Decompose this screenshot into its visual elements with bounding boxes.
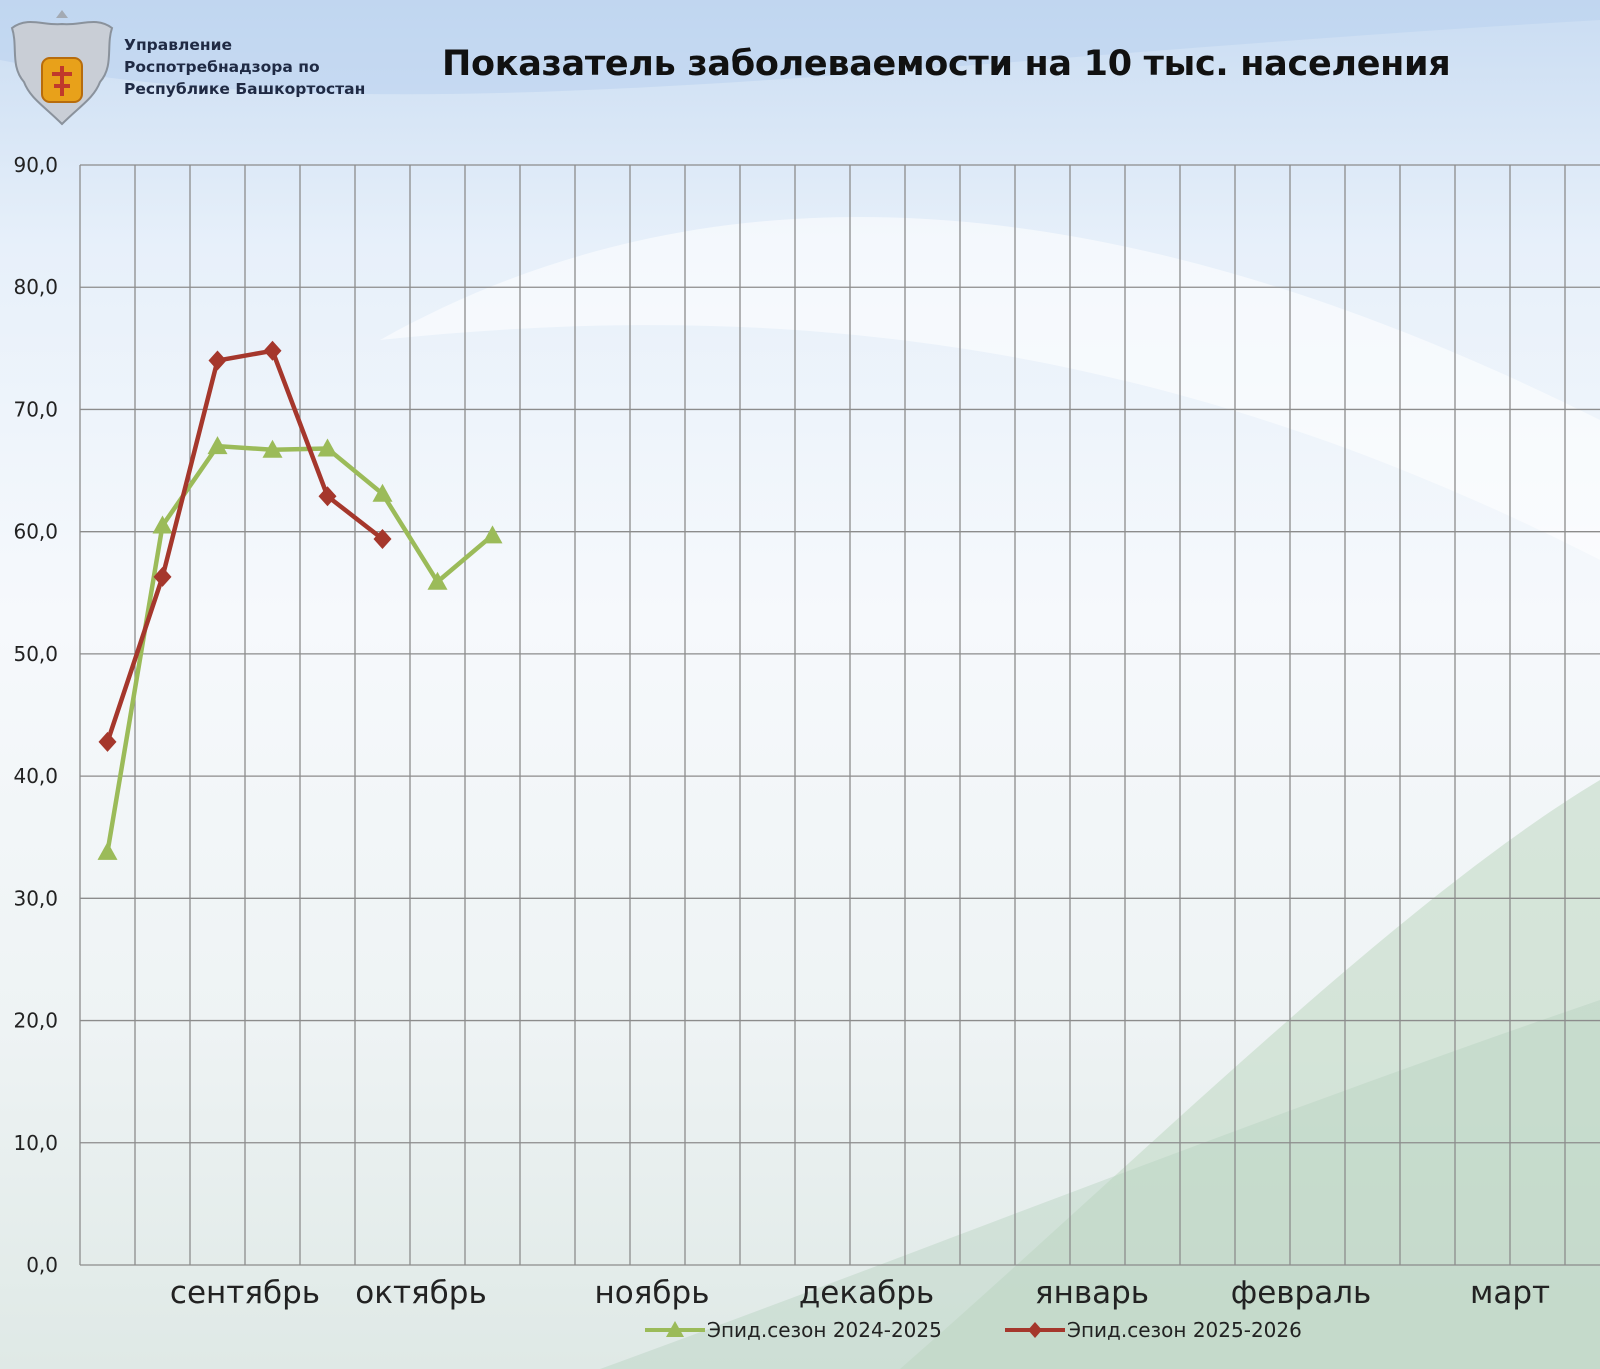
legend-label: Эпид.сезон 2025-2026: [1067, 1318, 1302, 1342]
y-tick-label: 50,0: [13, 642, 58, 666]
legend-marker-triangle: [666, 1321, 684, 1337]
data-point-triangle: [482, 525, 503, 544]
series-line: [105, 348, 384, 743]
series-line: [105, 443, 494, 853]
data-point-diamond: [208, 350, 227, 371]
data-point-diamond: [373, 529, 392, 549]
x-month-label: март: [1470, 1275, 1550, 1311]
eagle-emblem-icon: [10, 10, 114, 126]
x-month-label: октябрь: [355, 1275, 486, 1311]
org-line-2: Роспотребнадзора по: [124, 58, 320, 76]
data-point-diamond: [98, 731, 117, 752]
y-tick-label: 30,0: [13, 886, 58, 910]
x-month-label: январь: [1035, 1275, 1149, 1311]
data-point-diamond: [153, 566, 172, 587]
x-month-label: ноябрь: [595, 1275, 710, 1311]
x-month-label: сентябрь: [170, 1275, 320, 1311]
data-point-diamond: [263, 340, 282, 361]
organization-name: Управление Роспотребнадзора по Республик…: [124, 34, 365, 100]
x-month-label: декабрь: [799, 1275, 934, 1311]
legend-label: Эпид.сезон 2024-2025: [707, 1318, 942, 1342]
y-tick-label: 80,0: [13, 275, 58, 299]
y-tick-label: 60,0: [13, 520, 58, 544]
x-month-label: февраль: [1231, 1275, 1372, 1311]
y-tick-label: 40,0: [13, 764, 58, 788]
y-tick-label: 0,0: [26, 1253, 58, 1277]
y-tick-label: 20,0: [13, 1009, 58, 1033]
data-point-triangle: [152, 515, 173, 534]
data-point-triangle: [262, 439, 283, 458]
y-tick-label: 10,0: [13, 1131, 58, 1155]
data-point-diamond: [318, 486, 337, 507]
data-point-triangle: [427, 571, 448, 590]
data-point-triangle: [372, 483, 393, 502]
org-line-3: Республике Башкортостан: [124, 80, 366, 98]
y-tick-label: 90,0: [13, 153, 58, 177]
data-point-triangle: [317, 438, 338, 457]
page-title: Показатель заболеваемости на 10 тыс. нас…: [442, 44, 1451, 84]
y-tick-label: 70,0: [13, 397, 58, 421]
legend-marker-diamond: [1028, 1322, 1042, 1338]
data-point-triangle: [207, 436, 228, 455]
data-point-triangle: [97, 841, 118, 860]
org-line-1: Управление: [124, 36, 232, 54]
